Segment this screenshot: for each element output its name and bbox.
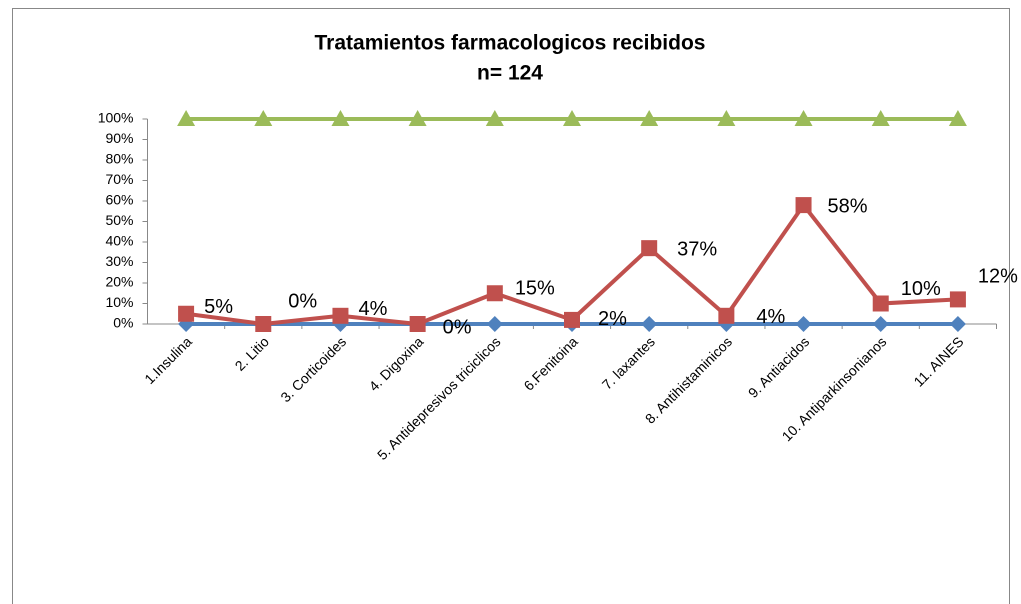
marker-triangle (485, 110, 504, 126)
y-tick-label: 0% (113, 315, 133, 331)
y-tick-label: 10% (105, 294, 133, 310)
marker-triangle (331, 110, 350, 126)
data-label: 4% (358, 298, 387, 320)
marker-square (795, 197, 812, 214)
data-label: 4% (756, 306, 785, 328)
y-tick-label: 30% (105, 253, 133, 269)
data-label: 0% (443, 316, 472, 338)
marker-triangle (794, 110, 813, 126)
y-tick-label: 20% (105, 274, 133, 290)
marker-triangle (871, 110, 890, 126)
marker-square (255, 316, 272, 332)
marker-square (718, 307, 735, 324)
marker-square (641, 240, 658, 257)
marker-diamond (795, 316, 812, 332)
y-tick-label: 80% (105, 151, 133, 167)
y-tick-label: 60% (105, 192, 133, 208)
marker-diamond (641, 316, 658, 332)
marker-diamond (949, 316, 966, 332)
marker-square (486, 285, 503, 302)
data-label: 10% (901, 278, 941, 300)
data-label: 0% (288, 290, 317, 312)
marker-triangle (177, 110, 196, 126)
marker-square (178, 305, 195, 322)
data-label: 5% (204, 296, 233, 318)
marker-square (872, 295, 889, 312)
y-tick-label: 70% (105, 171, 133, 187)
marker-square (949, 291, 966, 308)
marker-triangle (408, 110, 427, 126)
marker-triangle (254, 110, 273, 126)
marker-diamond (872, 316, 889, 332)
data-label: 2% (598, 308, 627, 330)
data-label: 37% (677, 238, 717, 260)
marker-triangle (563, 110, 581, 126)
y-tick-label: 40% (105, 233, 133, 249)
y-tick-label: 50% (105, 212, 133, 228)
marker-triangle (717, 110, 736, 126)
data-label: 58% (828, 195, 868, 217)
marker-square (409, 316, 426, 332)
marker-triangle (640, 110, 659, 126)
data-label: 12% (978, 266, 1018, 288)
marker-square (564, 311, 580, 328)
chart-title: Tratamientos farmacologicos recibidos (315, 32, 706, 55)
y-tick-label: 100% (98, 110, 134, 126)
marker-triangle (948, 110, 967, 126)
chart-border (12, 8, 1010, 604)
data-label: 15% (515, 278, 555, 300)
marker-diamond (486, 316, 503, 332)
marker-square (332, 307, 349, 324)
chart-subtitle: n= 124 (477, 62, 543, 85)
y-tick-label: 90% (105, 130, 133, 146)
